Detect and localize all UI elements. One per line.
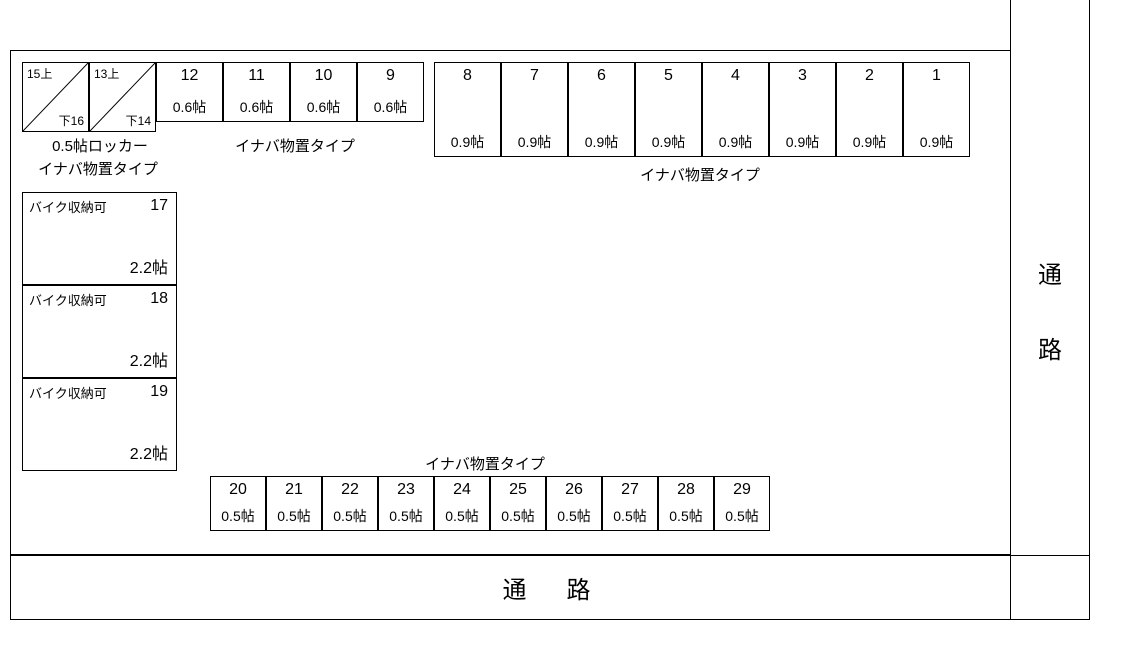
storage-unit: バイク収納可 18 2.2帖 bbox=[22, 285, 177, 378]
unit-size: 0.6帖 bbox=[374, 97, 407, 117]
unit-note: バイク収納可 bbox=[29, 383, 107, 402]
unit-size: 0.5帖 bbox=[221, 506, 254, 526]
unit-number: 26 bbox=[565, 481, 583, 499]
unit-number: 10 bbox=[315, 67, 333, 85]
storage-unit: 4 0.9帖 bbox=[702, 62, 769, 157]
storage-unit: 22 0.5帖 bbox=[322, 476, 378, 531]
unit-number: 12 bbox=[181, 67, 199, 85]
storage-unit: 23 0.5帖 bbox=[378, 476, 434, 531]
storage-unit: 26 0.5帖 bbox=[546, 476, 602, 531]
unit-size: 0.9帖 bbox=[652, 132, 685, 152]
storage-unit: 9 0.6帖 bbox=[357, 62, 424, 122]
inaba-label-bottom: イナバ物置タイプ bbox=[400, 453, 570, 474]
unit-size: 0.5帖 bbox=[333, 506, 366, 526]
unit-number: 5 bbox=[664, 67, 673, 85]
locker-top-label: 15上 bbox=[27, 65, 52, 82]
storage-unit: バイク収納可 17 2.2帖 bbox=[22, 192, 177, 285]
storage-unit: 2 0.9帖 bbox=[836, 62, 903, 157]
inaba-label-left: イナバ物置タイプ bbox=[18, 158, 178, 179]
unit-size: 0.9帖 bbox=[786, 132, 819, 152]
unit-number: 4 bbox=[731, 67, 740, 85]
unit-size: 0.9帖 bbox=[585, 132, 618, 152]
unit-number: 11 bbox=[248, 67, 265, 85]
unit-size: 0.5帖 bbox=[501, 506, 534, 526]
unit-size: 0.5帖 bbox=[669, 506, 702, 526]
unit-number: 20 bbox=[229, 481, 247, 499]
corridor-bottom: 通 路 bbox=[10, 555, 1090, 620]
unit-number: 23 bbox=[397, 481, 415, 499]
corridor-right: 通 路 bbox=[1010, 0, 1090, 620]
storage-unit: 10 0.6帖 bbox=[290, 62, 357, 122]
unit-size: 0.9帖 bbox=[719, 132, 752, 152]
unit-size: 0.9帖 bbox=[853, 132, 886, 152]
unit-size: 0.5帖 bbox=[557, 506, 590, 526]
storage-unit: 8 0.9帖 bbox=[434, 62, 501, 157]
storage-unit: バイク収納可 19 2.2帖 bbox=[22, 378, 177, 471]
unit-number: 7 bbox=[530, 67, 539, 85]
inaba-label-top-mid: イナバ物置タイプ bbox=[210, 135, 380, 156]
unit-number: 1 bbox=[932, 67, 941, 85]
storage-unit: 21 0.5帖 bbox=[266, 476, 322, 531]
unit-number: 9 bbox=[386, 67, 395, 85]
unit-size: 0.5帖 bbox=[277, 506, 310, 526]
unit-size: 0.6帖 bbox=[307, 97, 340, 117]
unit-size: 0.5帖 bbox=[613, 506, 646, 526]
unit-number: 18 bbox=[150, 290, 168, 308]
unit-size: 0.9帖 bbox=[451, 132, 484, 152]
storage-unit: 27 0.5帖 bbox=[602, 476, 658, 531]
unit-number: 8 bbox=[463, 67, 472, 85]
unit-size: 2.2帖 bbox=[130, 440, 168, 464]
storage-unit: 7 0.9帖 bbox=[501, 62, 568, 157]
storage-unit: 1 0.9帖 bbox=[903, 62, 970, 157]
unit-number: 24 bbox=[453, 481, 471, 499]
locker-label: 0.5帖ロッカー bbox=[30, 135, 170, 156]
unit-size: 0.5帖 bbox=[725, 506, 758, 526]
unit-size: 0.9帖 bbox=[518, 132, 551, 152]
unit-number: 25 bbox=[509, 481, 527, 499]
locker-unit: 15上下16 bbox=[22, 62, 89, 132]
unit-note: バイク収納可 bbox=[29, 290, 107, 309]
unit-number: 19 bbox=[150, 383, 168, 401]
unit-size: 2.2帖 bbox=[130, 254, 168, 278]
storage-unit: 3 0.9帖 bbox=[769, 62, 836, 157]
corridor-right-char1: 通 bbox=[1038, 255, 1062, 290]
storage-unit: 20 0.5帖 bbox=[210, 476, 266, 531]
unit-number: 22 bbox=[341, 481, 359, 499]
unit-size: 0.6帖 bbox=[173, 97, 206, 117]
unit-number: 3 bbox=[798, 67, 807, 85]
unit-number: 2 bbox=[865, 67, 874, 85]
unit-number: 29 bbox=[733, 481, 751, 499]
inaba-label-top-right: イナバ物置タイプ bbox=[615, 164, 785, 185]
storage-unit: 12 0.6帖 bbox=[156, 62, 223, 122]
storage-unit: 28 0.5帖 bbox=[658, 476, 714, 531]
storage-unit: 11 0.6帖 bbox=[223, 62, 290, 122]
unit-number: 6 bbox=[597, 67, 606, 85]
storage-unit: 6 0.9帖 bbox=[568, 62, 635, 157]
locker-bottom-label: 下14 bbox=[126, 112, 151, 129]
locker-top-label: 13上 bbox=[94, 65, 119, 82]
corridor-right-char2: 路 bbox=[1038, 330, 1062, 365]
unit-size: 0.9帖 bbox=[920, 132, 953, 152]
storage-unit: 24 0.5帖 bbox=[434, 476, 490, 531]
storage-unit: 5 0.9帖 bbox=[635, 62, 702, 157]
unit-number: 28 bbox=[677, 481, 695, 499]
unit-size: 2.2帖 bbox=[130, 347, 168, 371]
unit-size: 0.6帖 bbox=[240, 97, 273, 117]
unit-size: 0.5帖 bbox=[445, 506, 478, 526]
unit-number: 17 bbox=[150, 197, 168, 215]
unit-size: 0.5帖 bbox=[389, 506, 422, 526]
storage-unit: 29 0.5帖 bbox=[714, 476, 770, 531]
storage-unit: 25 0.5帖 bbox=[490, 476, 546, 531]
corridor-bottom-text: 通 路 bbox=[503, 570, 599, 605]
locker-unit: 13上下14 bbox=[89, 62, 156, 132]
locker-bottom-label: 下16 bbox=[59, 112, 84, 129]
unit-note: バイク収納可 bbox=[29, 197, 107, 216]
unit-number: 27 bbox=[621, 481, 639, 499]
unit-number: 21 bbox=[285, 481, 303, 499]
